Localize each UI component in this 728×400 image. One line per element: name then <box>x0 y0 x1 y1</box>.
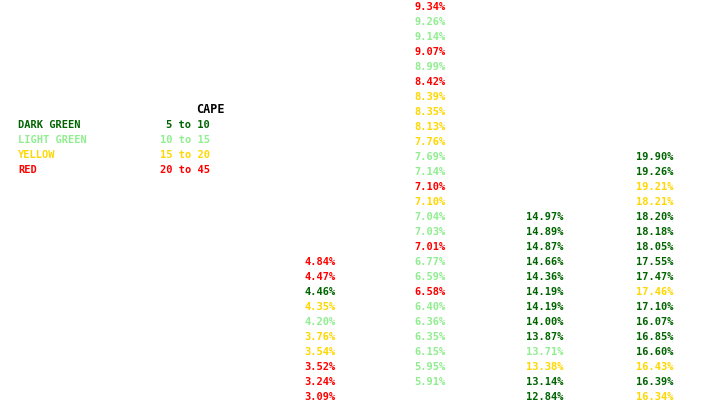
Text: 6.36%: 6.36% <box>414 317 446 327</box>
Text: 8.13%: 8.13% <box>414 122 446 132</box>
Text: 8.39%: 8.39% <box>414 92 446 102</box>
Text: 17.55%: 17.55% <box>636 257 673 267</box>
Text: YELLOW: YELLOW <box>18 150 55 160</box>
Text: 16.43%: 16.43% <box>636 362 673 372</box>
Text: CAPE: CAPE <box>196 103 224 116</box>
Text: 14.19%: 14.19% <box>526 287 563 297</box>
Text: 4.84%: 4.84% <box>304 257 336 267</box>
Text: 6.35%: 6.35% <box>414 332 446 342</box>
Text: 3.52%: 3.52% <box>304 362 336 372</box>
Text: 7.04%: 7.04% <box>414 212 446 222</box>
Text: 20 to 45: 20 to 45 <box>160 165 210 175</box>
Text: 13.87%: 13.87% <box>526 332 563 342</box>
Text: 14.89%: 14.89% <box>526 227 563 237</box>
Text: 9.26%: 9.26% <box>414 17 446 27</box>
Text: 16.85%: 16.85% <box>636 332 673 342</box>
Text: LIGHT GREEN: LIGHT GREEN <box>18 135 87 145</box>
Text: 17.47%: 17.47% <box>636 272 673 282</box>
Text: 18.05%: 18.05% <box>636 242 673 252</box>
Text: 7.14%: 7.14% <box>414 167 446 177</box>
Text: 14.36%: 14.36% <box>526 272 563 282</box>
Text: 16.07%: 16.07% <box>636 317 673 327</box>
Text: RED: RED <box>18 165 36 175</box>
Text: 13.14%: 13.14% <box>526 377 563 387</box>
Text: 19.26%: 19.26% <box>636 167 673 177</box>
Text: 6.40%: 6.40% <box>414 302 446 312</box>
Text: 3.24%: 3.24% <box>304 377 336 387</box>
Text: 4.46%: 4.46% <box>304 287 336 297</box>
Text: 17.10%: 17.10% <box>636 302 673 312</box>
Text: 6.59%: 6.59% <box>414 272 446 282</box>
Text: DARK GREEN: DARK GREEN <box>18 120 81 130</box>
Text: 6.15%: 6.15% <box>414 347 446 357</box>
Text: 18.20%: 18.20% <box>636 212 673 222</box>
Text: 5.95%: 5.95% <box>414 362 446 372</box>
Text: 4.35%: 4.35% <box>304 302 336 312</box>
Text: 4.47%: 4.47% <box>304 272 336 282</box>
Text: 8.42%: 8.42% <box>414 77 446 87</box>
Text: 16.60%: 16.60% <box>636 347 673 357</box>
Text: 16.39%: 16.39% <box>636 377 673 387</box>
Text: 7.03%: 7.03% <box>414 227 446 237</box>
Text: 4.20%: 4.20% <box>304 317 336 327</box>
Text: 13.71%: 13.71% <box>526 347 563 357</box>
Text: 3.76%: 3.76% <box>304 332 336 342</box>
Text: 18.18%: 18.18% <box>636 227 673 237</box>
Text: 7.69%: 7.69% <box>414 152 446 162</box>
Text: 5 to 10: 5 to 10 <box>166 120 210 130</box>
Text: 9.07%: 9.07% <box>414 47 446 57</box>
Text: 9.14%: 9.14% <box>414 32 446 42</box>
Text: 14.66%: 14.66% <box>526 257 563 267</box>
Text: 14.19%: 14.19% <box>526 302 563 312</box>
Text: 6.58%: 6.58% <box>414 287 446 297</box>
Text: 8.99%: 8.99% <box>414 62 446 72</box>
Text: 14.87%: 14.87% <box>526 242 563 252</box>
Text: 3.54%: 3.54% <box>304 347 336 357</box>
Text: 17.46%: 17.46% <box>636 287 673 297</box>
Text: 7.10%: 7.10% <box>414 182 446 192</box>
Text: 7.76%: 7.76% <box>414 137 446 147</box>
Text: 8.35%: 8.35% <box>414 107 446 117</box>
Text: 6.77%: 6.77% <box>414 257 446 267</box>
Text: 7.01%: 7.01% <box>414 242 446 252</box>
Text: 12.84%: 12.84% <box>526 392 563 400</box>
Text: 15 to 20: 15 to 20 <box>160 150 210 160</box>
Text: 7.10%: 7.10% <box>414 197 446 207</box>
Text: 13.38%: 13.38% <box>526 362 563 372</box>
Text: 14.97%: 14.97% <box>526 212 563 222</box>
Text: 14.00%: 14.00% <box>526 317 563 327</box>
Text: 19.90%: 19.90% <box>636 152 673 162</box>
Text: 19.21%: 19.21% <box>636 182 673 192</box>
Text: 16.34%: 16.34% <box>636 392 673 400</box>
Text: 3.09%: 3.09% <box>304 392 336 400</box>
Text: 5.91%: 5.91% <box>414 377 446 387</box>
Text: 10 to 15: 10 to 15 <box>160 135 210 145</box>
Text: 18.21%: 18.21% <box>636 197 673 207</box>
Text: 9.34%: 9.34% <box>414 2 446 12</box>
